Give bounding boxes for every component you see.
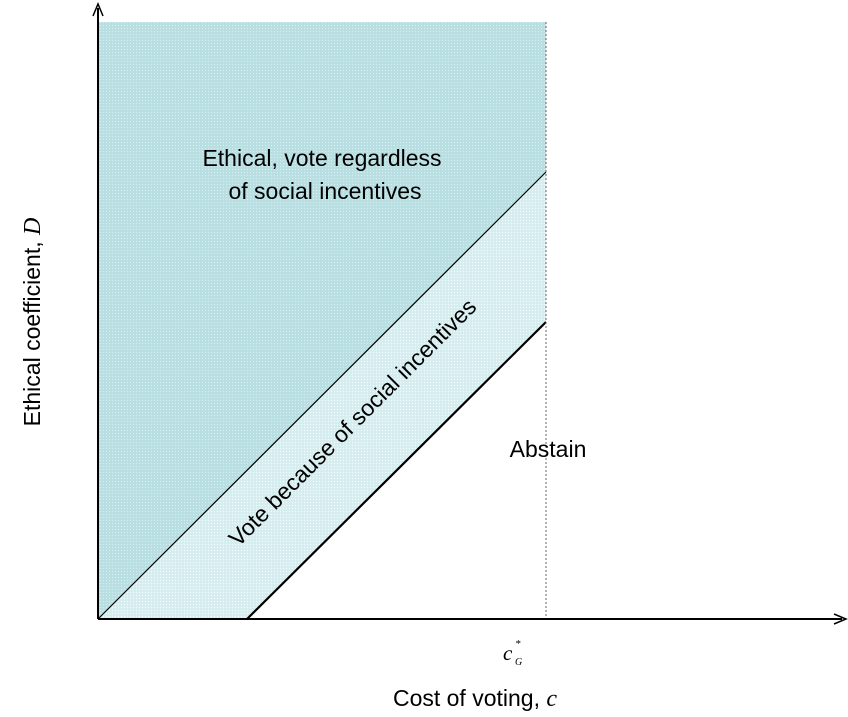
y-axis-label-var: D: [20, 218, 46, 236]
threshold-label-subscript: G: [515, 657, 522, 668]
ethical-region: [98, 22, 546, 619]
y-axis-label: Ethical coefficient, D: [19, 218, 46, 427]
ethical-region-label-line1: Ethical, vote regardless: [202, 145, 441, 171]
x-axis-label-var: c: [546, 686, 557, 712]
y-axis-label-text: Ethical coefficient,: [19, 235, 45, 426]
x-axis-arrow: [833, 613, 848, 625]
ethical-region-label-line2: of social incentives: [228, 178, 421, 204]
threshold-label: c G *: [503, 638, 522, 668]
y-axis-arrow: [92, 2, 104, 17]
threshold-label-superscript: *: [515, 638, 521, 650]
threshold-label-base: c: [503, 641, 513, 665]
ethical-boundary-line: [97, 171, 547, 620]
abstain-boundary-line: [246, 321, 547, 620]
x-axis-label-text: Cost of voting,: [393, 685, 546, 711]
x-axis-label: Cost of voting, c: [393, 685, 557, 712]
abstain-region-label: Abstain: [510, 436, 587, 462]
